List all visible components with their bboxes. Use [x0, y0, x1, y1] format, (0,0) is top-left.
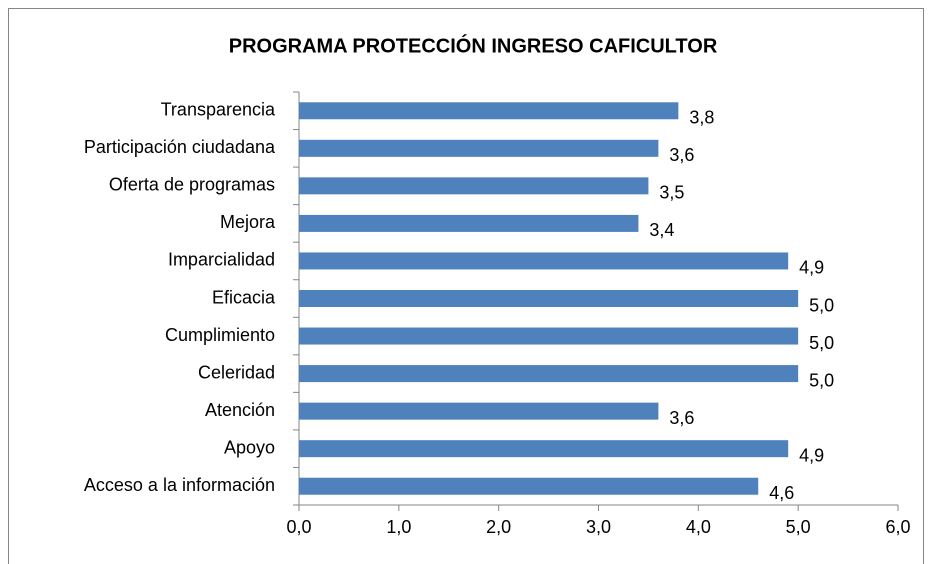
y-tick-label: Oferta de programas: [109, 175, 275, 195]
value-label: 3,4: [649, 220, 674, 240]
chart-title: PROGRAMA PROTECCIÓN INGRESO CAFICULTOR: [229, 33, 718, 57]
y-tick-label: Imparcialidad: [168, 250, 275, 270]
value-label: 5,0: [809, 370, 834, 390]
value-label: 5,0: [809, 295, 834, 315]
y-tick-label: Participación ciudadana: [84, 137, 276, 157]
y-tick-label: Cumplimiento: [165, 325, 275, 345]
y-tick-label: Atención: [205, 400, 275, 420]
chart-frame: [8, 8, 924, 564]
x-tick-label: 4,0: [686, 517, 711, 537]
bar: [299, 214, 639, 232]
y-tick-label: Eficacia: [212, 287, 276, 307]
x-tick-label: 1,0: [386, 517, 411, 537]
value-label: 3,8: [689, 108, 714, 128]
x-tick-label: 3,0: [586, 517, 611, 537]
bar: [299, 327, 799, 345]
bar: [299, 402, 659, 420]
bar: [299, 139, 659, 157]
y-tick-label: Transparencia: [161, 100, 276, 120]
y-tick-label: Mejora: [220, 212, 276, 232]
x-tick-label: 5,0: [786, 517, 811, 537]
bar: [299, 365, 799, 383]
x-tick-label: 0,0: [286, 517, 311, 537]
bar: [299, 252, 789, 270]
bar: [299, 440, 789, 458]
x-tick-label: 2,0: [486, 517, 511, 537]
bar: [299, 290, 799, 307]
value-label: 5,0: [809, 333, 834, 353]
y-tick-label: Acceso a la información: [84, 475, 275, 495]
x-tick-label: 6,0: [885, 517, 910, 537]
value-label: 3,6: [669, 408, 694, 428]
bar: [299, 477, 759, 495]
value-label: 3,6: [669, 145, 694, 165]
value-label: 4,9: [799, 445, 824, 465]
value-label: 4,6: [769, 483, 794, 503]
bar: [299, 177, 649, 195]
value-label: 3,5: [659, 183, 684, 203]
value-label: 4,9: [799, 258, 824, 278]
y-tick-label: Celeridad: [198, 362, 275, 382]
bar: [299, 102, 679, 120]
y-tick-label: Apoyo: [224, 437, 275, 457]
